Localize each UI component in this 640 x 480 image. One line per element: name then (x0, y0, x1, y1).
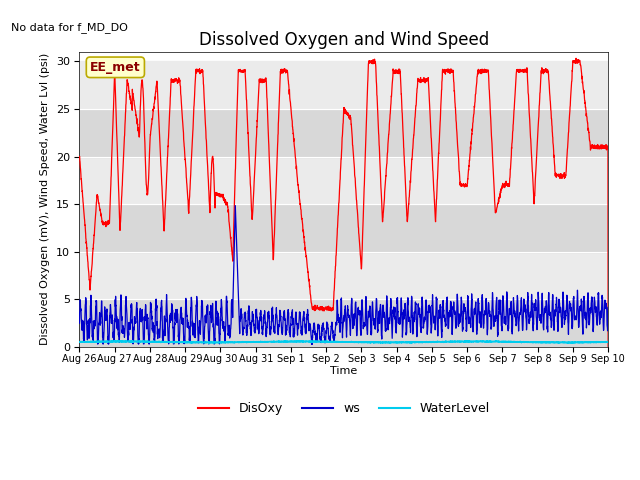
Text: No data for f_MD_DO: No data for f_MD_DO (11, 23, 127, 34)
Legend: DisOxy, ws, WaterLevel: DisOxy, ws, WaterLevel (193, 397, 495, 420)
Bar (79, 61, 608, 109)
Bar (79, 299, 608, 347)
Bar (79, 109, 608, 156)
X-axis label: Time: Time (330, 366, 357, 376)
Bar (79, 252, 608, 299)
Title: Dissolved Oxygen and Wind Speed: Dissolved Oxygen and Wind Speed (198, 31, 489, 49)
Text: EE_met: EE_met (90, 61, 141, 74)
Bar (79, 156, 608, 204)
Bar (79, 204, 608, 252)
Y-axis label: Dissolved Oxygen (mV), Wind Speed, Water Lvl (psi): Dissolved Oxygen (mV), Wind Speed, Water… (40, 53, 50, 346)
